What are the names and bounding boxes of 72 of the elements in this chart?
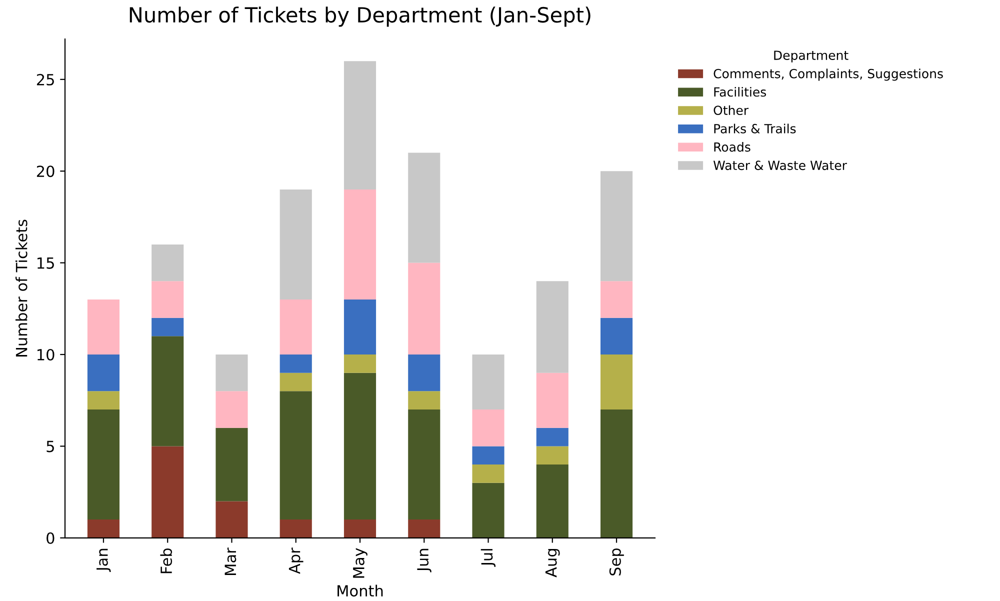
y-tick-label: 10 <box>38 348 54 361</box>
bar <box>344 61 376 190</box>
bar <box>87 354 120 392</box>
bar <box>472 354 504 410</box>
x-tick-label: Aug <box>545 549 560 578</box>
bar <box>280 189 312 300</box>
legend-label: Comments, Complaints, Suggestions <box>714 68 943 81</box>
y-tick-label: 20 <box>36 166 54 178</box>
bar <box>344 372 376 520</box>
bar <box>216 501 248 538</box>
bar <box>152 281 184 318</box>
bar <box>344 189 376 300</box>
bar <box>152 244 184 282</box>
bar <box>87 299 120 354</box>
bar <box>280 354 312 373</box>
bar <box>408 262 440 354</box>
y-tick-label: 5 <box>46 440 54 452</box>
bar <box>600 354 633 410</box>
bar <box>408 520 440 538</box>
bar <box>600 410 633 538</box>
x-tick-label: Jun <box>417 548 432 572</box>
y-tick-label: 15 <box>38 257 54 269</box>
bar <box>87 391 120 410</box>
legend-title: Department <box>774 50 848 62</box>
bar <box>536 464 568 538</box>
x-tick-label: Apr <box>288 548 304 574</box>
y-tick-label: 25 <box>36 74 54 86</box>
legend-label: Other <box>714 105 749 116</box>
bar <box>600 171 633 282</box>
x-tick-label: Jan <box>96 548 111 572</box>
bar <box>472 410 504 446</box>
bar <box>408 152 440 263</box>
legend-label: Water & Waste Water <box>713 160 847 170</box>
bar <box>408 354 440 392</box>
bar <box>280 520 312 538</box>
bar <box>152 336 184 446</box>
bar <box>408 391 440 410</box>
bar <box>600 281 633 318</box>
y-tick-label: 0 <box>46 532 54 544</box>
bar <box>536 446 568 465</box>
y-axis-title: Number of Tickets <box>15 220 28 356</box>
bar <box>536 281 568 373</box>
bar <box>344 520 376 538</box>
bar <box>216 428 248 502</box>
bar <box>280 372 312 392</box>
bar <box>472 464 504 483</box>
legend-label: Roads <box>714 142 750 152</box>
x-tick-label: May <box>353 548 368 578</box>
bar <box>152 446 184 538</box>
bar <box>344 354 376 373</box>
chart-title: Number of Tickets by Department (Jan-Sept) <box>130 6 590 27</box>
x-tick-label: Mar <box>224 548 236 575</box>
x-tick-label: Sep <box>609 548 624 576</box>
legend-label: Parks & Trails <box>714 124 796 134</box>
bar <box>152 318 184 336</box>
bar <box>280 391 312 520</box>
bar <box>472 446 504 465</box>
x-tick-label: Feb <box>160 548 172 574</box>
bar <box>344 299 376 354</box>
bar <box>536 372 568 428</box>
bar <box>216 391 248 428</box>
bar <box>408 410 440 520</box>
bar <box>600 318 633 354</box>
bar <box>472 482 504 538</box>
bar <box>216 354 248 392</box>
bar <box>87 410 120 520</box>
x-tick-label: Jul <box>480 549 496 567</box>
bar <box>536 428 568 446</box>
x-axis-title: Month <box>338 584 383 597</box>
legend-label: Facilities <box>714 87 766 97</box>
bar <box>87 520 120 538</box>
bar <box>280 299 312 354</box>
